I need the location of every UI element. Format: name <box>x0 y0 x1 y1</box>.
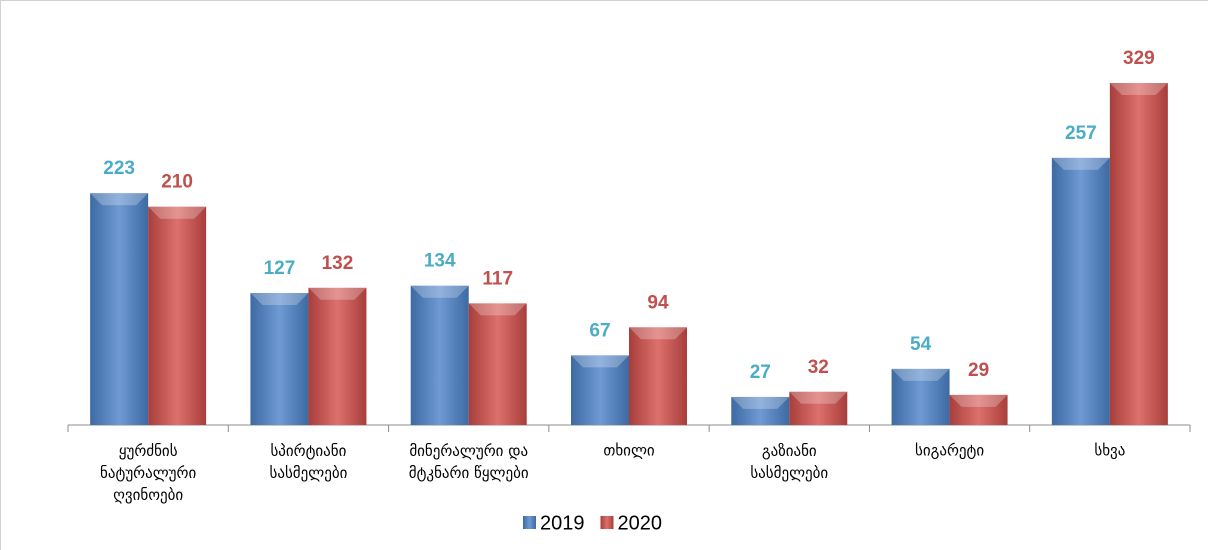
bar-bevel <box>250 292 309 305</box>
x-tick-label: სპირტიანი სასმელები <box>269 442 347 482</box>
bar-bevel <box>1109 83 1168 95</box>
value-label: 94 <box>647 292 669 313</box>
bar <box>468 303 527 425</box>
bar <box>731 396 790 425</box>
bar-bevel <box>731 396 790 409</box>
legend-swatch <box>600 516 614 529</box>
bar-bevel <box>949 394 1008 407</box>
bar-bevel <box>571 355 629 368</box>
bar-bevel <box>629 327 687 340</box>
bar <box>1109 83 1168 425</box>
value-label: 223 <box>103 158 135 179</box>
bar <box>148 206 207 425</box>
bar <box>1051 157 1110 426</box>
value-label: 257 <box>1065 123 1097 144</box>
value-label: 132 <box>322 253 354 274</box>
value-label: 67 <box>589 320 610 341</box>
x-tick-label: სიგარეტი <box>915 442 984 460</box>
legend-label: 2019 <box>540 512 585 534</box>
x-tick-label: გაზიანი სასმელები <box>750 442 828 482</box>
value-label: 117 <box>482 268 513 289</box>
bar-bevel <box>891 368 950 381</box>
x-tick-label: ყურძნის ნატურალური ღვინოები <box>100 442 196 504</box>
value-label: 27 <box>750 362 771 383</box>
legend-swatch <box>523 516 536 529</box>
value-label: 210 <box>161 172 193 193</box>
bar <box>308 287 367 425</box>
bar <box>571 355 629 425</box>
bar-bevel <box>789 391 848 404</box>
bar-bevel <box>1051 157 1110 170</box>
bar-bevel <box>410 285 469 298</box>
legend-label: 2020 <box>618 512 663 534</box>
bar <box>789 391 848 425</box>
value-label: 54 <box>910 334 932 355</box>
bar-bevel <box>148 206 207 219</box>
bar-bevel <box>468 303 527 316</box>
value-label: 134 <box>424 251 456 272</box>
bar-bevel <box>308 287 367 300</box>
bar <box>891 368 950 425</box>
value-label: 127 <box>264 258 296 279</box>
x-tick-label: მინერალური და მტკნარი წყლები <box>409 442 529 482</box>
bar-bevel <box>90 193 149 206</box>
value-label: 32 <box>808 357 829 378</box>
bar <box>90 193 149 425</box>
bar <box>410 285 469 425</box>
bar <box>629 327 687 425</box>
bar <box>250 292 309 425</box>
x-tick-label: თხილი <box>603 442 655 460</box>
x-tick-label: სხვა <box>1094 442 1125 460</box>
bar <box>949 394 1008 425</box>
value-label: 29 <box>968 360 989 381</box>
value-label: 329 <box>1123 48 1155 69</box>
